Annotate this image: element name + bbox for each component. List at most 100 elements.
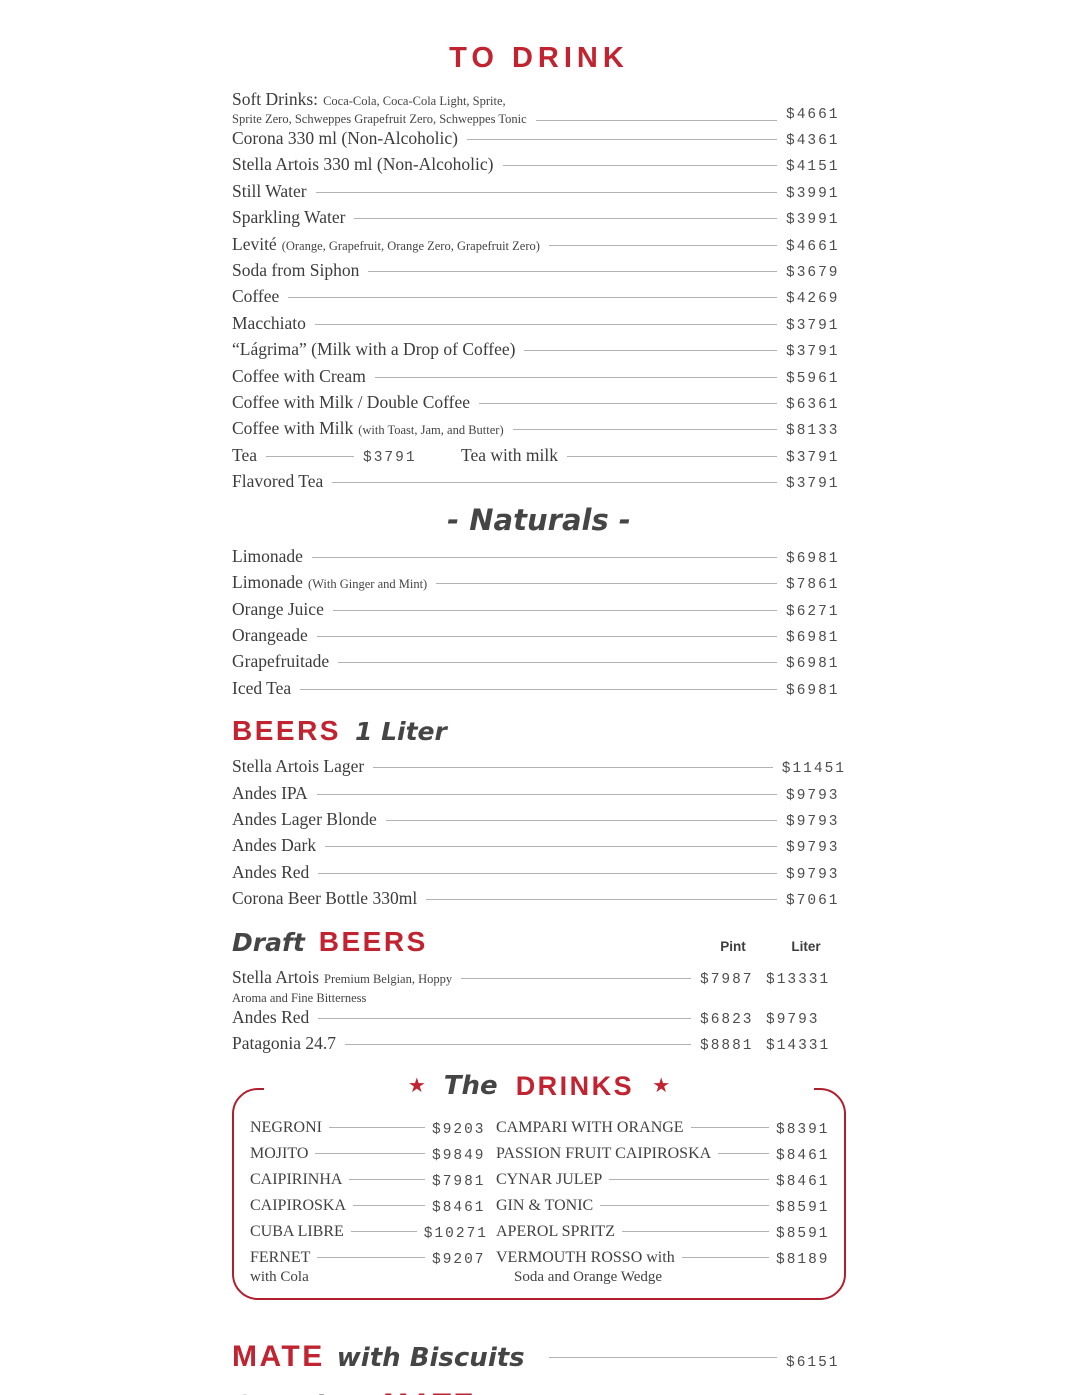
menu-item-row: FERNET with Cola $9207 [250, 1246, 488, 1286]
menu-item-row: Stella Artois 330 ml (Non-Alcoholic) $415… [232, 153, 846, 179]
item-price: $6271 [786, 603, 840, 620]
menu-item-row: Coffee with Cream $5961 [232, 365, 846, 391]
menu-item-row: Grapefruitade $6981 [232, 650, 846, 676]
menu-item-row: GIN & TONIC $8591 [496, 1194, 832, 1220]
item-price: $6981 [786, 682, 840, 699]
item-price: $8591 [776, 1225, 830, 1242]
item-name: Stella Artois [232, 966, 320, 987]
item-price: $7061 [786, 893, 840, 910]
item-name: Coffee [232, 286, 280, 307]
menu-item-row: Corona Beer Bottle 330ml $7061 [232, 887, 846, 913]
menu-item-row: Complete MATE $7927 [232, 1388, 846, 1395]
item-price: $4269 [786, 291, 840, 308]
item-note: (Orange, Grapefruit, Orange Zero, Grapef… [281, 238, 540, 253]
item-name: Andes Red [232, 1006, 310, 1027]
item-name: Macchiato [232, 312, 306, 333]
item-price: $9207 [432, 1251, 486, 1268]
leader-line [354, 218, 777, 220]
menu-item-row: “Lágrima” (Milk with a Drop of Coffee) $3… [232, 338, 846, 364]
leader-line [332, 609, 777, 611]
menu-item-row: MOJITO $9849 [250, 1142, 488, 1168]
column-header-pint: Pint [720, 938, 746, 954]
item-name: Grapefruitade [232, 651, 330, 672]
menu-item-row: Still Water $3991 [232, 180, 846, 206]
item-name: Limonade [232, 572, 303, 593]
leader-line [266, 455, 355, 457]
leader-line [535, 120, 777, 121]
item-price: $9793 [786, 840, 840, 857]
leader-line [600, 1204, 769, 1206]
item-name: Soda from Siphon [232, 260, 360, 281]
item-price: $8461 [432, 1199, 486, 1216]
leader-line [368, 271, 777, 273]
item-name-block: Soft Drinks: Coca-Cola, Coca-Cola Light, … [232, 89, 527, 127]
menu-item-row: CAIPIROSKA $8461 [250, 1194, 488, 1220]
leader-line [338, 662, 777, 664]
menu-item-row: Flavored Tea $3791 [232, 470, 846, 496]
menu-item-row: Sparkling Water $3991 [232, 206, 846, 232]
item-price: $9793 [786, 866, 840, 883]
menu-item-row: MATE with Biscuits $6151 [232, 1340, 846, 1374]
item-note: Soda and Orange Wedge [514, 1268, 663, 1285]
leader-line [436, 583, 777, 585]
item-name: “Lágrima” (Milk with a Drop of Coffee) [232, 339, 516, 360]
item-name-block: Patagonia 24.7 [232, 1032, 700, 1055]
item-name: Coffee with Cream [232, 365, 366, 386]
item-name: Andes IPA [232, 782, 308, 803]
item-price: $3791 [786, 476, 840, 493]
star-icon: ★ [407, 1075, 426, 1098]
item-name: Orangeade [232, 624, 308, 645]
item-name: CUBA LIBRE [250, 1222, 344, 1240]
menu-item-row: CAMPARI WITH ORANGE $8391 [496, 1116, 832, 1142]
drinks-box-right-column: CAMPARI WITH ORANGE $8391 PASSION FRUIT C… [496, 1116, 832, 1286]
item-name: Stella Artois 330 ml (Non-Alcoholic) [232, 154, 494, 175]
item-price-liter: $14331 [766, 1037, 831, 1054]
item-name: Sparkling Water [232, 207, 346, 228]
menu-item-row: Iced Tea $6981 [232, 677, 846, 703]
item-price: $6981 [786, 550, 840, 567]
item-price: $8391 [776, 1121, 830, 1138]
leader-line [325, 846, 777, 848]
leader-line [374, 376, 777, 378]
leader-line [350, 1230, 417, 1232]
leader-line [314, 323, 777, 325]
item-name: Soft Drinks: [232, 89, 319, 109]
star-icon: ★ [652, 1075, 671, 1098]
item-name: Levité [232, 233, 277, 254]
leader-line [373, 767, 773, 769]
item-price: $3679 [786, 265, 840, 282]
item-note: with Cola [250, 1268, 309, 1285]
item-price: $8461 [776, 1147, 830, 1164]
menu-item-row: APEROL SPRITZ $8591 [496, 1220, 832, 1246]
leader-line [512, 429, 777, 431]
item-name: Tea with milk [461, 444, 558, 465]
leader-line [479, 403, 777, 405]
item-price: $6981 [786, 629, 840, 646]
item-name: MOJITO [250, 1144, 309, 1162]
menu-item-row: VERMOUTH ROSSO with Soda and Orange Wedge… [496, 1246, 832, 1286]
menu-item-row: Andes IPA $9793 [232, 782, 846, 808]
item-name: Orange Juice [232, 598, 324, 619]
leader-line [548, 244, 777, 246]
leader-line [318, 1017, 691, 1019]
menu-item-row: Orange Juice $6271 [232, 598, 846, 624]
item-price: $9849 [432, 1147, 486, 1164]
leader-line [502, 165, 777, 167]
menu-item-row: Andes Red $9793 [232, 861, 846, 887]
menu-item-row: CYNAR JULEP $8461 [496, 1168, 832, 1194]
item-price: $3791 [786, 449, 840, 466]
item-note: Coca-Cola, Coca-Cola Light, Sprite, [323, 94, 506, 108]
item-price: $6981 [786, 656, 840, 673]
leader-line [288, 297, 777, 299]
leader-line [385, 819, 777, 821]
item-name-block: Andes Red [232, 1006, 700, 1029]
column-header-liter: Liter [791, 938, 821, 954]
item-price-pint: $8881 [700, 1037, 754, 1054]
item-price: $3791 [363, 449, 417, 466]
menu-item-row: Macchiato $3791 [232, 312, 846, 338]
leader-line [316, 635, 777, 637]
leader-line [315, 191, 777, 193]
leader-line [318, 872, 777, 874]
item-price: $7981 [432, 1173, 486, 1190]
